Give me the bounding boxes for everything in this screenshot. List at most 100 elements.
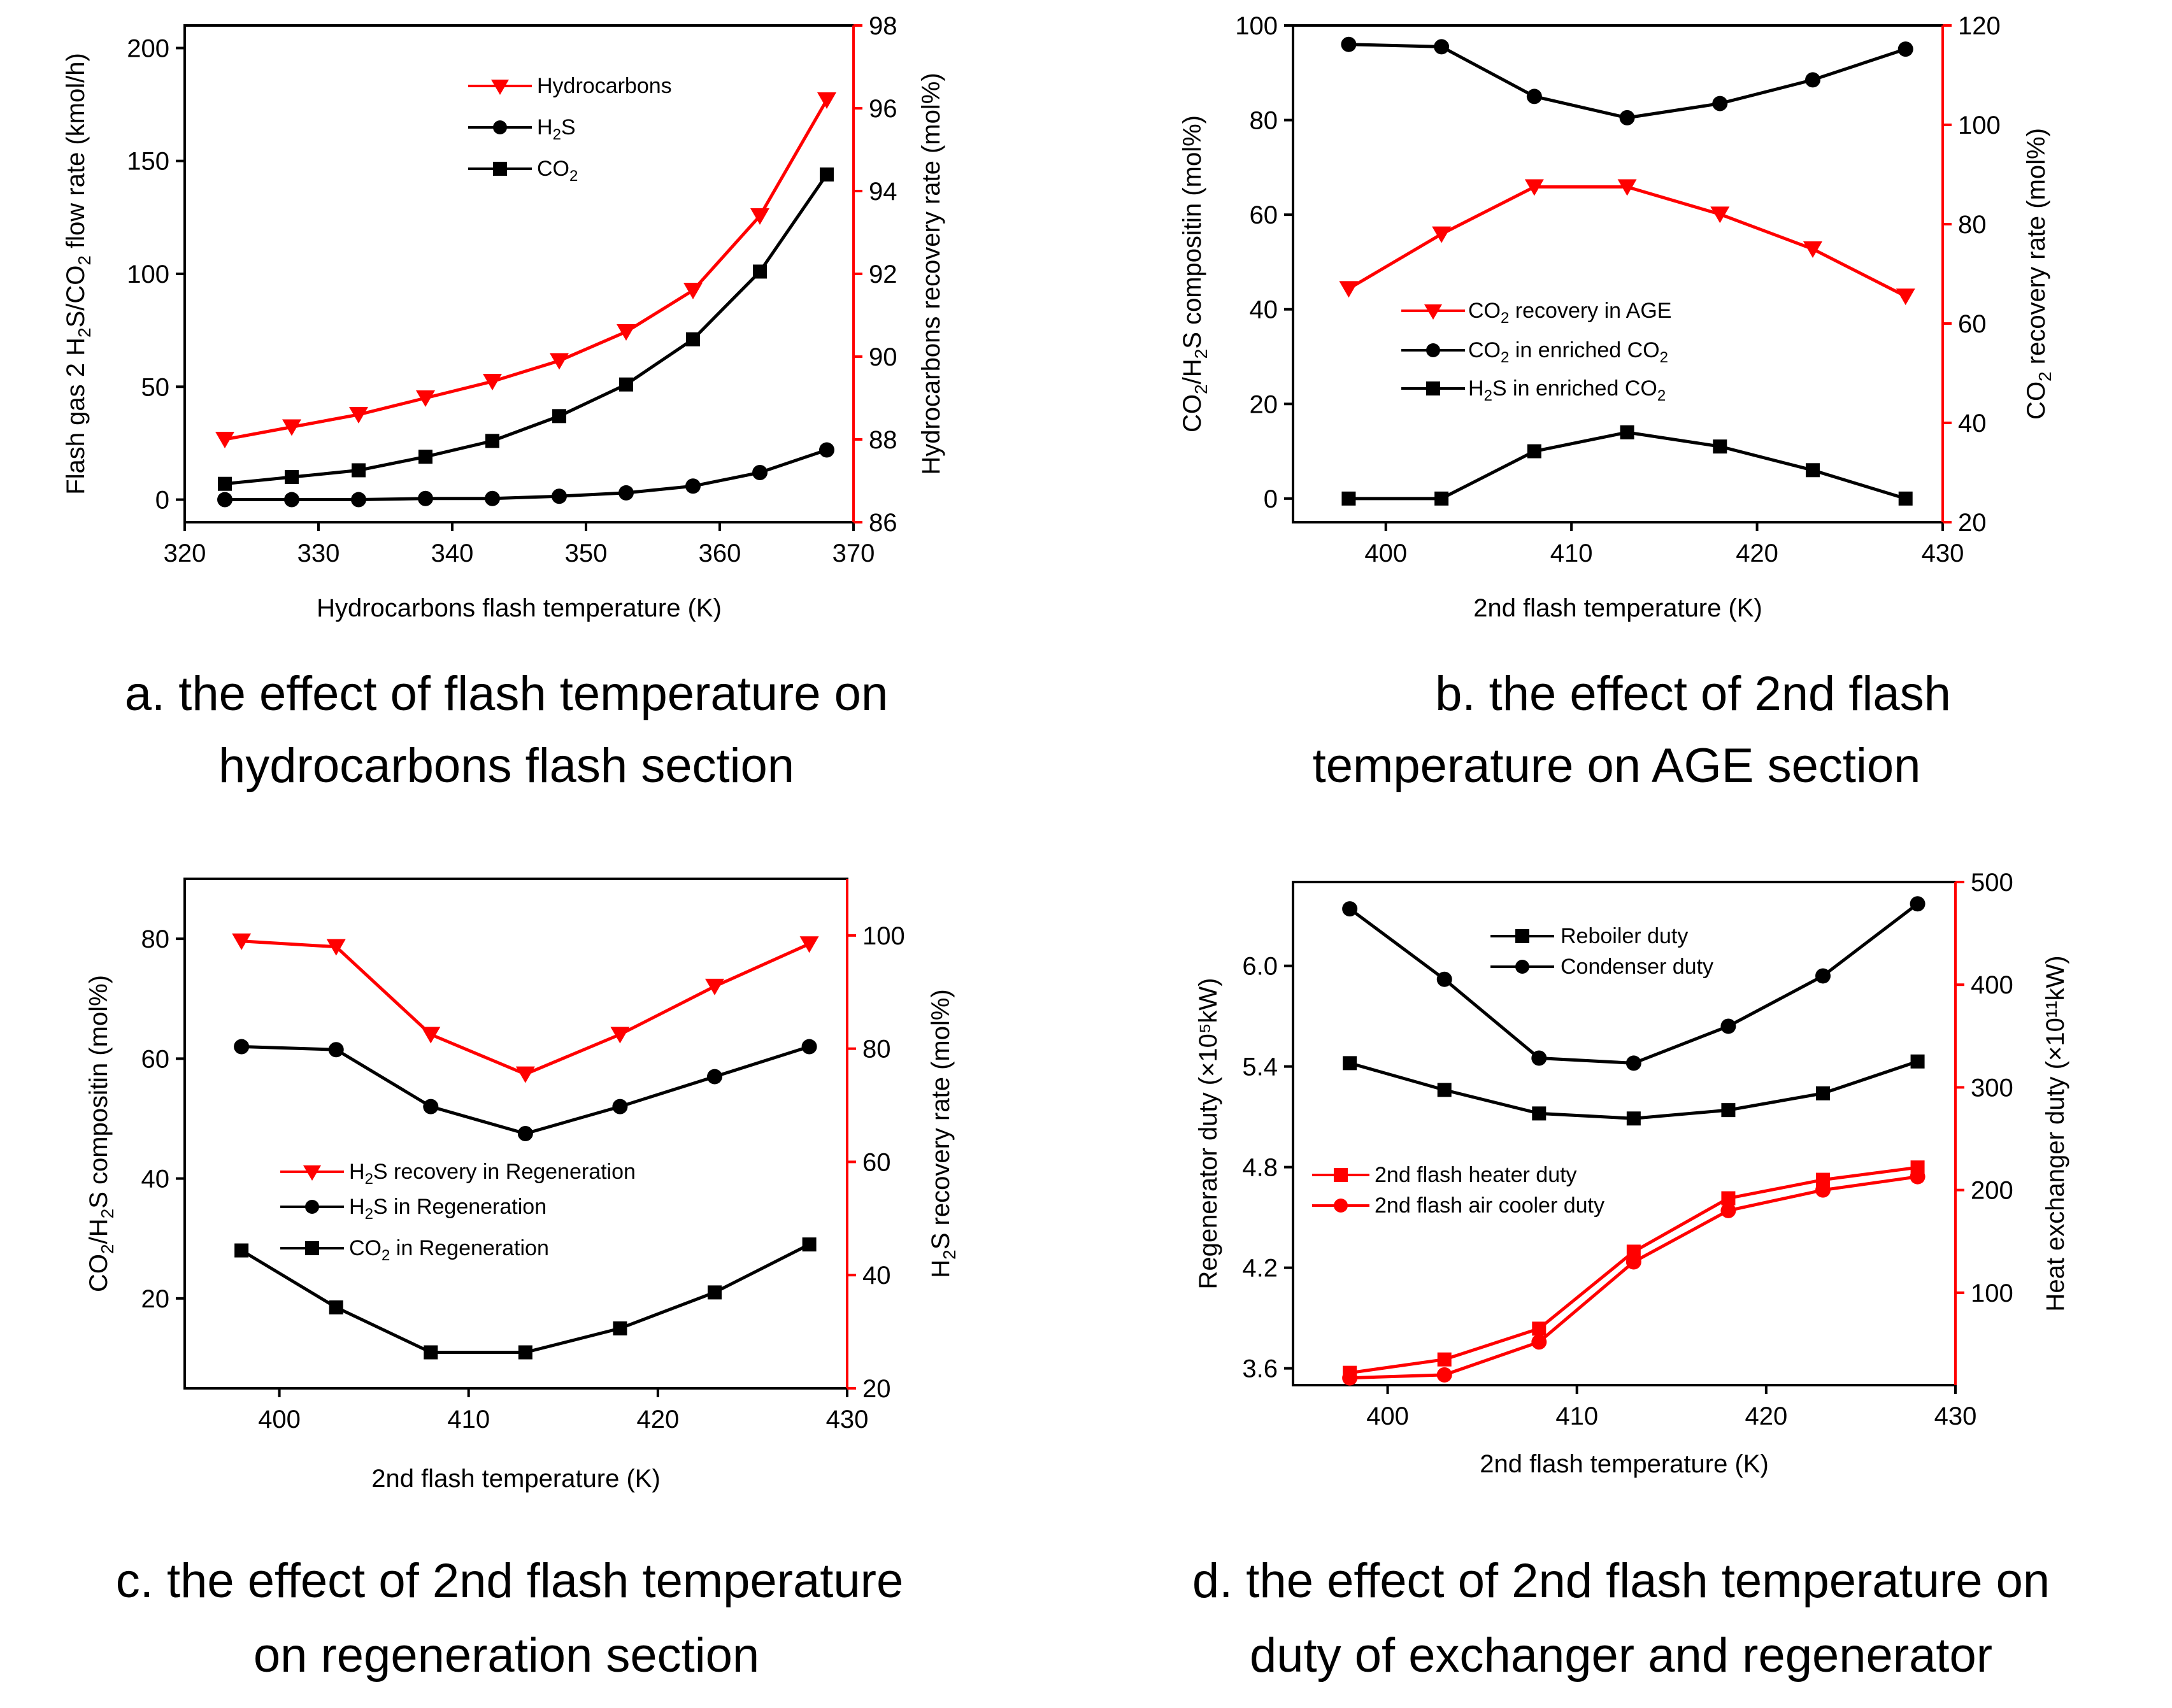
data-point-square bbox=[619, 377, 633, 392]
legend-marker-circle bbox=[1334, 1199, 1348, 1213]
data-point-triangle bbox=[1896, 288, 1915, 306]
data-point-circle bbox=[618, 485, 634, 501]
panel-a-legend: Hydrocarbons H2S CO2 bbox=[468, 74, 672, 185]
data-point-triangle bbox=[817, 92, 836, 109]
y2-tick-label: 60 bbox=[862, 1148, 891, 1176]
data-point-circle bbox=[1910, 1169, 1926, 1185]
data-point-square bbox=[820, 167, 834, 181]
data-point-triangle bbox=[705, 978, 724, 995]
data-point-square bbox=[1816, 1086, 1830, 1100]
caption-a-line2: hydrocarbons flash section bbox=[218, 739, 794, 793]
panel-c-ticks: 400 410 420 430 20 40 60 80 20 40 60 80 100 bbox=[141, 922, 905, 1434]
y2-tick-label: 96 bbox=[869, 95, 897, 123]
panel-a-series bbox=[215, 92, 836, 508]
panel-b-xlabel: 2nd flash temperature (K) bbox=[1473, 594, 1762, 622]
data-point-square bbox=[1721, 1103, 1736, 1118]
y2-tick-label: 86 bbox=[869, 509, 897, 537]
panel-d-ylabel: Regenerator duty (×10⁵kW) bbox=[1194, 978, 1222, 1289]
y-tick-label: 4.2 bbox=[1242, 1255, 1278, 1283]
data-point-square bbox=[1532, 1321, 1547, 1336]
panel-c-series bbox=[232, 933, 819, 1360]
y-tick-label: 60 bbox=[1250, 201, 1278, 229]
panel-d: 400 410 420 430 3.6 4.2 4.8 5.4 6.0 100 200 300 400 5… bbox=[1192, 869, 2069, 1683]
caption-b-line2: temperature on AGE section bbox=[1313, 739, 1921, 793]
y-tick-label: 0 bbox=[155, 487, 169, 515]
x-tick-label: 430 bbox=[826, 1406, 869, 1434]
data-point-circle bbox=[707, 1069, 722, 1085]
data-point-square bbox=[1434, 491, 1449, 506]
series-hydrocarbons-line bbox=[224, 99, 829, 441]
y2-tick-label: 120 bbox=[1958, 12, 2001, 40]
panel-c-legend: H2S recovery in Regeneration H2S in Rege… bbox=[280, 1160, 636, 1264]
data-point-triangle bbox=[215, 432, 234, 448]
y-tick-label: 80 bbox=[1250, 107, 1278, 135]
y2-tick-label: 80 bbox=[862, 1035, 891, 1064]
data-point-square bbox=[753, 264, 767, 279]
panel-a-xlabel: Hydrocarbons flash temperature (K) bbox=[317, 594, 722, 622]
legend-marker-circle bbox=[305, 1200, 319, 1214]
data-point-circle bbox=[1815, 1182, 1831, 1198]
data-point-triangle bbox=[750, 208, 769, 225]
panel-a-y2label: Hydrocarbons recovery rate (mol%) bbox=[917, 73, 945, 474]
data-point-circle bbox=[1720, 1202, 1736, 1218]
data-point-circle bbox=[1434, 39, 1450, 55]
panel-b-y2label: CO2 recovery rate (mol%) bbox=[2022, 128, 2055, 420]
data-point-square bbox=[802, 1237, 817, 1252]
y-tick-label: 200 bbox=[127, 34, 169, 62]
y-tick-label: 60 bbox=[141, 1045, 170, 1073]
data-point-circle bbox=[423, 1099, 439, 1114]
caption-c-line1: c. the effect of 2nd flash temperature bbox=[116, 1554, 903, 1608]
legend-marker-triangle bbox=[1424, 304, 1442, 320]
panel-d-legend-top: Reboiler duty Condenser duty bbox=[1490, 924, 1713, 979]
y-tick-label: 100 bbox=[127, 260, 169, 288]
x-tick-label: 420 bbox=[1736, 539, 1778, 567]
data-point-circle bbox=[217, 492, 232, 508]
legend-label-co2-regen: CO2 in Regeneration bbox=[349, 1236, 549, 1264]
data-point-circle bbox=[801, 1039, 817, 1055]
series-h2s-line bbox=[225, 448, 827, 501]
data-point-triangle bbox=[1617, 179, 1637, 196]
caption-c-line2: on regeneration section bbox=[254, 1628, 759, 1683]
series-co2-line bbox=[224, 173, 829, 486]
series-h2s-in-enriched-co2-line bbox=[1348, 431, 1906, 501]
data-point-circle bbox=[418, 490, 433, 506]
data-point-triangle bbox=[1524, 179, 1544, 196]
legend-marker-circle bbox=[1515, 960, 1529, 974]
data-point-square bbox=[1721, 1191, 1736, 1206]
legend-label-h2s-recovery: H2S recovery in Regeneration bbox=[349, 1160, 636, 1188]
data-point-circle bbox=[1531, 1050, 1547, 1066]
x-tick-label: 340 bbox=[431, 539, 474, 567]
data-point-square bbox=[1620, 425, 1634, 439]
y-tick-label: 80 bbox=[141, 925, 170, 953]
data-point-circle bbox=[1712, 96, 1728, 111]
x-tick-label: 400 bbox=[1364, 539, 1407, 567]
data-point-square bbox=[552, 409, 566, 423]
legend-marker-square bbox=[493, 162, 507, 176]
data-point-circle bbox=[1910, 896, 1926, 912]
x-tick-label: 420 bbox=[1745, 1402, 1787, 1430]
data-point-square bbox=[613, 1321, 627, 1335]
data-point-circle bbox=[552, 488, 567, 504]
x-tick-label: 370 bbox=[832, 539, 875, 567]
data-point-circle bbox=[1805, 72, 1820, 88]
y-tick-label: 20 bbox=[141, 1285, 170, 1313]
data-point-square bbox=[1437, 1352, 1452, 1367]
y-tick-label: 100 bbox=[1235, 12, 1278, 40]
data-point-triangle bbox=[483, 374, 502, 390]
panel-b-ylabel: CO2/H2S compositin (mol%) bbox=[1178, 115, 1211, 432]
data-point-square bbox=[1626, 1111, 1641, 1126]
data-point-square bbox=[1713, 439, 1727, 454]
y2-tick-label: 90 bbox=[869, 343, 897, 371]
data-point-square bbox=[234, 1243, 249, 1258]
y2-tick-label: 60 bbox=[1958, 310, 1987, 338]
data-point-circle bbox=[1625, 1055, 1641, 1071]
data-point-circle bbox=[284, 492, 299, 508]
y2-tick-label: 80 bbox=[1958, 211, 1987, 239]
data-point-circle bbox=[1720, 1018, 1736, 1034]
data-point-triangle bbox=[515, 1066, 535, 1083]
x-tick-label: 350 bbox=[565, 539, 608, 567]
data-point-triangle bbox=[550, 353, 569, 370]
legend-marker-triangle bbox=[303, 1165, 321, 1181]
x-tick-label: 410 bbox=[447, 1406, 490, 1434]
data-point-triangle bbox=[421, 1027, 441, 1044]
